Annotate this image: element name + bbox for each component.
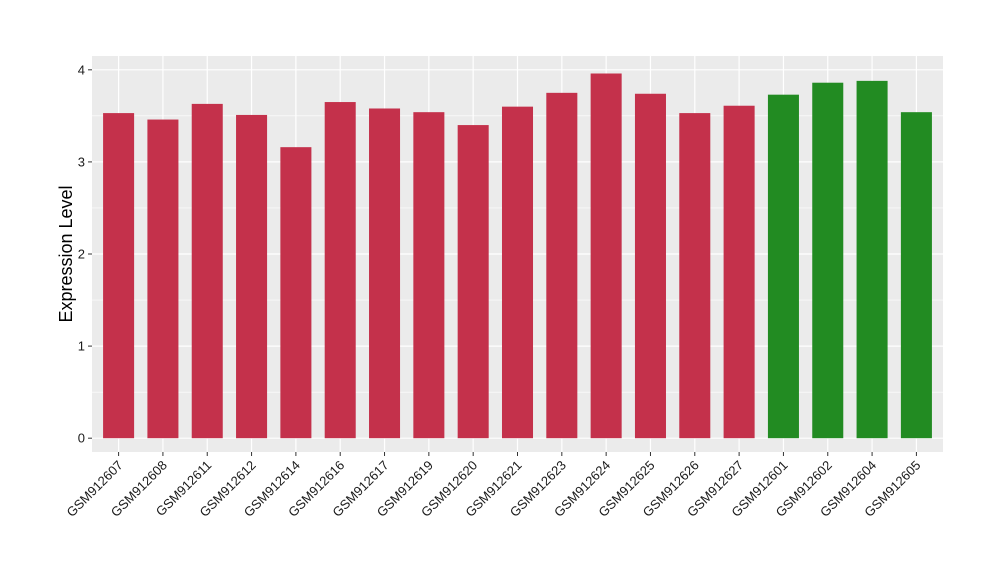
bar-GSM912625 (634, 93, 666, 439)
bar-GSM912605 (900, 112, 932, 439)
bar-GSM912601 (767, 94, 799, 439)
bars (103, 73, 932, 439)
bar-GSM912607 (103, 113, 135, 439)
y-axis-title: Expression Level (56, 185, 76, 322)
bar-GSM912627 (723, 105, 755, 439)
bar-GSM912620 (457, 125, 489, 439)
y-tick-label: 1 (78, 339, 85, 354)
bar-GSM912608 (147, 119, 179, 439)
bar-GSM912611 (191, 103, 223, 439)
bar-GSM912624 (590, 73, 622, 439)
bar-GSM912619 (413, 112, 445, 439)
y-tick-label: 3 (78, 154, 85, 169)
y-tick-label: 2 (78, 247, 85, 262)
bar-GSM912623 (546, 92, 578, 439)
y-tick-label: 0 (78, 431, 85, 446)
bar-GSM912602 (812, 82, 844, 439)
y-tick-label: 4 (78, 62, 85, 77)
bar-GSM912604 (856, 80, 888, 439)
bar-GSM912616 (324, 102, 356, 439)
bar-GSM912626 (679, 113, 711, 439)
bar-GSM912612 (236, 114, 268, 439)
bar-GSM912617 (369, 108, 401, 439)
bar-GSM912614 (280, 147, 312, 439)
bar-GSM912621 (501, 106, 534, 439)
